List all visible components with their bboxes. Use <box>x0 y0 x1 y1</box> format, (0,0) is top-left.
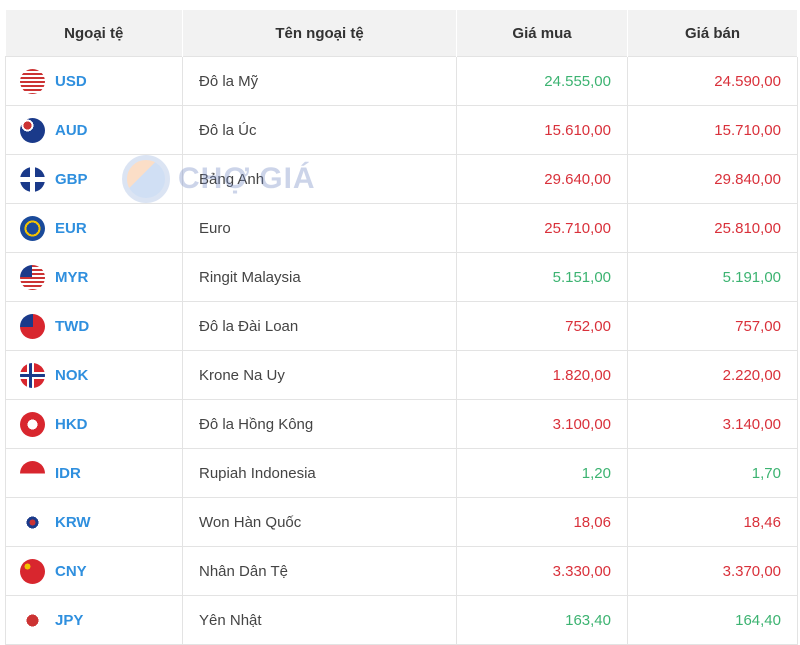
sell-price: 2.220,00 <box>627 350 798 400</box>
buy-price: 18,06 <box>456 497 628 547</box>
currency-name: Bảng Anh <box>182 154 457 204</box>
table-row: AUD Đô la Úc 15.610,00 15.710,00 <box>5 105 798 155</box>
currency-code[interactable]: CNY <box>55 562 87 580</box>
buy-price: 5.151,00 <box>456 252 628 302</box>
buy-price: 3.330,00 <box>456 546 628 596</box>
sell-price: 5.191,00 <box>627 252 798 302</box>
buy-price: 25.710,00 <box>456 203 628 253</box>
currency-name: Won Hàn Quốc <box>182 497 457 547</box>
table-row: JPY Yên Nhật 163,40 164,40 <box>5 595 798 645</box>
id-flag-icon <box>20 460 45 486</box>
currency-code-cell: GBP <box>5 154 183 204</box>
currency-code-cell: IDR <box>5 448 183 498</box>
sell-price: 24.590,00 <box>627 56 798 106</box>
jp-flag-icon <box>20 607 45 633</box>
header-currency-name: Tên ngoại tệ <box>182 10 457 57</box>
currency-code[interactable]: NOK <box>55 366 89 384</box>
currency-code-cell: KRW <box>5 497 183 547</box>
table-row: GBP Bảng Anh 29.640,00 29.840,00 <box>5 154 798 204</box>
currency-code-cell: USD <box>5 56 183 106</box>
no-flag-icon <box>20 362 45 388</box>
gb-flag-icon <box>20 166 45 192</box>
buy-price: 1,20 <box>456 448 628 498</box>
currency-code-cell: HKD <box>5 399 183 449</box>
sell-price: 757,00 <box>627 301 798 351</box>
buy-price: 163,40 <box>456 595 628 645</box>
sell-price: 164,40 <box>627 595 798 645</box>
table-row: MYR Ringit Malaysia 5.151,00 5.191,00 <box>5 252 798 302</box>
currency-name: Krone Na Uy <box>182 350 457 400</box>
currency-code[interactable]: KRW <box>55 513 91 531</box>
currency-name: Rupiah Indonesia <box>182 448 457 498</box>
currency-code[interactable]: MYR <box>55 268 89 286</box>
currency-name: Euro <box>182 203 457 253</box>
table-row: CNY Nhân Dân Tệ 3.330,00 3.370,00 <box>5 546 798 596</box>
buy-price: 24.555,00 <box>456 56 628 106</box>
table-row: TWD Đô la Đài Loan 752,00 757,00 <box>5 301 798 351</box>
table-row: NOK Krone Na Uy 1.820,00 2.220,00 <box>5 350 798 400</box>
header-currency-code: Ngoại tệ <box>5 10 183 57</box>
table-row: USD Đô la Mỹ 24.555,00 24.590,00 <box>5 56 798 106</box>
currency-name: Đô la Úc <box>182 105 457 155</box>
sell-price: 25.810,00 <box>627 203 798 253</box>
header-sell-price: Giá bán <box>627 10 798 57</box>
currency-name: Đô la Mỹ <box>182 56 457 106</box>
currency-name: Nhân Dân Tệ <box>182 546 457 596</box>
buy-price: 1.820,00 <box>456 350 628 400</box>
currency-code-cell: NOK <box>5 350 183 400</box>
my-flag-icon <box>20 264 45 290</box>
table-row: KRW Won Hàn Quốc 18,06 18,46 <box>5 497 798 547</box>
us-flag-icon <box>20 68 45 94</box>
currency-code[interactable]: GBP <box>55 170 88 188</box>
currency-code-cell: CNY <box>5 546 183 596</box>
currency-name: Ringit Malaysia <box>182 252 457 302</box>
currency-code-cell: EUR <box>5 203 183 253</box>
au-flag-icon <box>20 117 45 143</box>
buy-price: 29.640,00 <box>456 154 628 204</box>
currency-name: Đô la Đài Loan <box>182 301 457 351</box>
currency-code[interactable]: IDR <box>55 464 81 482</box>
sell-price: 18,46 <box>627 497 798 547</box>
eu-flag-icon <box>20 215 45 241</box>
currency-name: Yên Nhật <box>182 595 457 645</box>
buy-price: 3.100,00 <box>456 399 628 449</box>
exchange-rate-table: Ngoại tệ Tên ngoại tệ Giá mua Giá bán US… <box>5 10 798 645</box>
currency-code-cell: JPY <box>5 595 183 645</box>
table-header: Ngoại tệ Tên ngoại tệ Giá mua Giá bán <box>5 10 798 57</box>
table-row: IDR Rupiah Indonesia 1,20 1,70 <box>5 448 798 498</box>
currency-code[interactable]: JPY <box>55 611 84 629</box>
kr-flag-icon <box>20 509 45 535</box>
sell-price: 15.710,00 <box>627 105 798 155</box>
currency-name: Đô la Hồng Kông <box>182 399 457 449</box>
currency-code[interactable]: AUD <box>55 121 88 139</box>
currency-code[interactable]: HKD <box>55 415 88 433</box>
sell-price: 3.370,00 <box>627 546 798 596</box>
currency-code-cell: AUD <box>5 105 183 155</box>
hk-flag-icon <box>20 411 45 437</box>
currency-code[interactable]: USD <box>55 72 87 90</box>
tw-flag-icon <box>20 313 45 339</box>
buy-price: 15.610,00 <box>456 105 628 155</box>
header-buy-price: Giá mua <box>456 10 628 57</box>
currency-code-cell: MYR <box>5 252 183 302</box>
currency-code[interactable]: TWD <box>55 317 90 335</box>
sell-price: 3.140,00 <box>627 399 798 449</box>
table-row: EUR Euro 25.710,00 25.810,00 <box>5 203 798 253</box>
currency-code[interactable]: EUR <box>55 219 87 237</box>
sell-price: 1,70 <box>627 448 798 498</box>
cn-flag-icon <box>20 558 45 584</box>
sell-price: 29.840,00 <box>627 154 798 204</box>
table-row: HKD Đô la Hồng Kông 3.100,00 3.140,00 <box>5 399 798 449</box>
buy-price: 752,00 <box>456 301 628 351</box>
currency-code-cell: TWD <box>5 301 183 351</box>
